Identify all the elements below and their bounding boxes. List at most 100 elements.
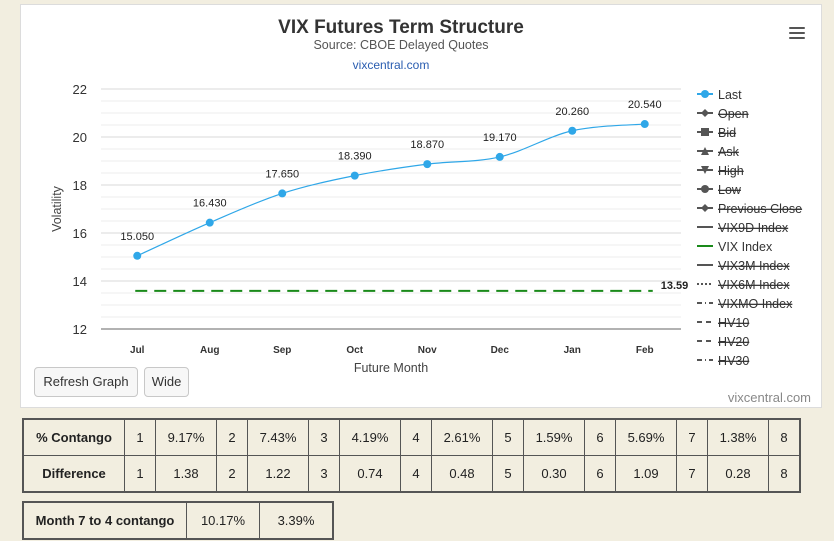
month-number: 2 — [216, 418, 248, 456]
legend-label: Open — [718, 107, 749, 121]
row-label: Difference — [22, 455, 125, 493]
contango-row: Difference 1 1.38 2 1.22 3 0.74 4 0.48 5 0.30 6 1.09… — [22, 455, 801, 493]
month-number: 1 — [124, 455, 156, 493]
last-point — [205, 218, 214, 227]
y-axis-title: Volatility — [50, 185, 64, 232]
legend-item[interactable]: High — [697, 164, 744, 178]
chart-subtitle: Source: CBOE Delayed Quotes — [313, 38, 488, 52]
last-data-label: 20.540 — [628, 99, 662, 111]
last-point — [568, 126, 577, 135]
legend-item[interactable]: Bid — [697, 126, 736, 140]
month-value: 7.43% — [247, 418, 309, 456]
row-label: % Contango — [22, 418, 125, 456]
x-tick-label: Aug — [200, 345, 219, 356]
legend-item[interactable]: VIX9D Index — [697, 221, 789, 235]
legend-label: VIX3M Index — [718, 259, 790, 273]
x-tick-label: Dec — [491, 345, 510, 356]
legend-label: Last — [718, 88, 742, 102]
month-value: 1.59% — [523, 418, 585, 456]
x-tick-label: Jan — [564, 345, 581, 356]
last-point — [423, 160, 432, 169]
legend-item[interactable]: Open — [697, 107, 749, 121]
month-number: 6 — [584, 455, 616, 493]
legend-label: VIX9D Index — [718, 221, 789, 235]
month-value: 0.28 — [707, 455, 769, 493]
month-number: 2 — [216, 455, 248, 493]
month-value: 4.19% — [339, 418, 401, 456]
x-tick-label: Nov — [418, 345, 437, 356]
month-value: 1.38 — [155, 455, 217, 493]
last-point — [350, 171, 359, 180]
chart-title: VIX Futures Term Structure — [278, 17, 524, 38]
month-number: 8 — [768, 418, 801, 456]
month-value: 0.48 — [431, 455, 493, 493]
legend-marker — [701, 147, 709, 155]
y-tick-label: 14 — [73, 274, 87, 289]
watermark: vixcentral.com — [727, 390, 811, 405]
legend-label: VIXMO Index — [718, 297, 793, 311]
month-number: 3 — [308, 418, 340, 456]
legend-item[interactable]: Ask — [697, 145, 740, 159]
legend-item[interactable]: VIX3M Index — [697, 259, 790, 273]
chart-link[interactable]: vixcentral.com — [353, 58, 430, 72]
month-number: 5 — [492, 418, 524, 456]
last-point — [640, 120, 649, 129]
refresh-graph-button[interactable]: Refresh Graph — [34, 367, 138, 397]
month-value: 5.69% — [615, 418, 677, 456]
last-series-line — [137, 123, 645, 257]
legend-marker — [701, 128, 709, 136]
month-value: 1.22 — [247, 455, 309, 493]
legend-item[interactable]: Previous Close — [697, 202, 802, 216]
legend-item[interactable]: VIX Index — [697, 240, 773, 254]
x-tick-label: Feb — [636, 345, 654, 356]
month-number: 4 — [400, 455, 432, 493]
legend-marker — [701, 166, 709, 174]
legend-label: VIX Index — [718, 240, 773, 254]
y-tick-label: 22 — [73, 82, 87, 97]
legend-label: HV20 — [718, 335, 749, 349]
month-value: 1.38% — [707, 418, 769, 456]
month-value: 1.09 — [615, 455, 677, 493]
month-7-to-4-table: Month 7 to 4 contango 10.17% 3.39% — [22, 501, 334, 540]
menu-icon[interactable] — [789, 27, 805, 39]
legend-marker — [701, 185, 709, 193]
chart-panel: VIX Futures Term Structure Source: CBOE … — [20, 4, 822, 408]
last-point — [133, 251, 142, 260]
x-tick-label: Oct — [346, 345, 363, 356]
term-structure-chart: VIX Futures Term Structure Source: CBOE … — [50, 17, 802, 375]
y-tick-label: 18 — [73, 178, 87, 193]
legend-label: Low — [718, 183, 742, 197]
month-7-4-value-2: 3.39% — [259, 501, 334, 540]
x-tick-label: Jul — [130, 345, 145, 356]
month-number: 8 — [768, 455, 801, 493]
legend-item[interactable]: Low — [697, 183, 742, 197]
month-number: 6 — [584, 418, 616, 456]
month-value: 9.17% — [155, 418, 217, 456]
month-7-4-value-1: 10.17% — [186, 501, 260, 540]
month-number: 7 — [676, 418, 708, 456]
last-point — [495, 152, 504, 161]
last-point — [278, 189, 287, 198]
legend-label: VIX6M Index — [718, 278, 790, 292]
contango-row: % Contango 1 9.17% 2 7.43% 3 4.19% 4 2.61% 5 1.59%… — [22, 418, 801, 456]
legend-item[interactable]: Last — [697, 88, 742, 102]
contango-table: % Contango 1 9.17% 2 7.43% 3 4.19% 4 2.61% 5 1.59%… — [22, 418, 801, 493]
x-axis-title: Future Month — [354, 361, 428, 375]
last-data-label: 18.390 — [338, 151, 372, 163]
series: 13.59 15.050 16.430 17.650 18.390 18.870 19.17… — [120, 99, 688, 292]
legend-item[interactable]: HV10 — [697, 316, 749, 330]
legend-item[interactable]: HV20 — [697, 335, 749, 349]
last-data-label: 19.170 — [483, 132, 517, 144]
month-value: 0.30 — [523, 455, 585, 493]
month-number: 5 — [492, 455, 524, 493]
last-data-label: 20.260 — [555, 106, 589, 118]
wide-button[interactable]: Wide — [144, 367, 189, 397]
legend-item[interactable]: VIX6M Index — [697, 278, 790, 292]
legend-item[interactable]: HV30 — [697, 354, 749, 368]
month-7-4-label: Month 7 to 4 contango — [22, 501, 187, 540]
legend-label: HV30 — [718, 354, 749, 368]
last-data-label: 17.650 — [265, 168, 299, 180]
legend-item[interactable]: VIXMO Index — [697, 297, 793, 311]
month-number: 4 — [400, 418, 432, 456]
y-tick-label: 16 — [73, 226, 87, 241]
